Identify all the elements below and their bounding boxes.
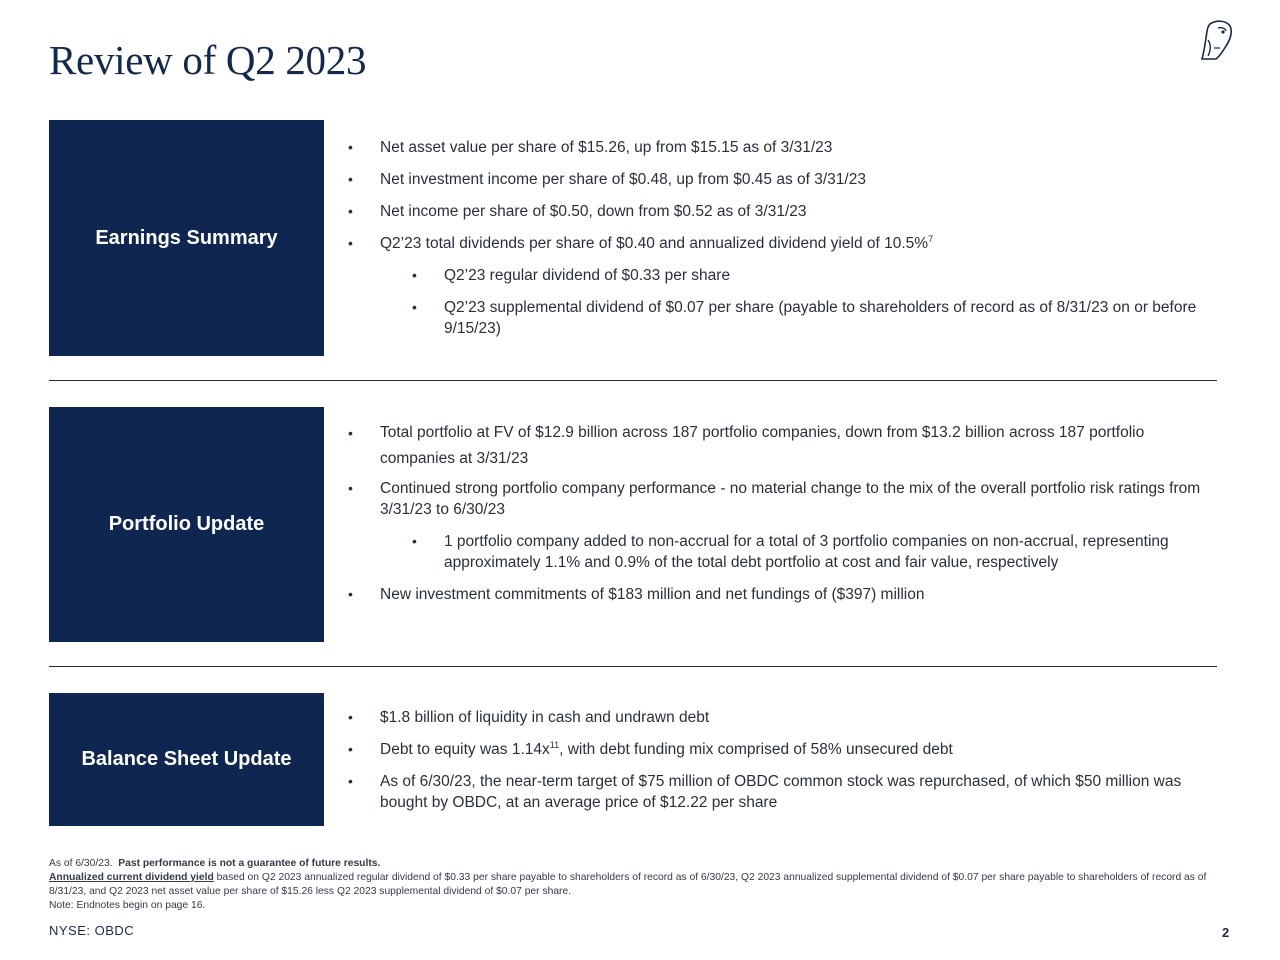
page-number: 2 [1222, 925, 1230, 940]
section-label: Portfolio Update [108, 513, 265, 535]
footnote-disclaimer: Past performance is not a guarantee of f… [118, 858, 381, 869]
section-divider [49, 380, 1217, 381]
list-item: Net asset value per share of $15.26, up … [345, 137, 1215, 158]
list-item: Q2’23 regular dividend of $0.33 per shar… [345, 265, 1215, 286]
earnings-summary-label: Earnings Summary [49, 120, 324, 356]
footnote: As of 6/30/23. Past performance is not a… [49, 857, 1239, 913]
footnote-endnotes: Note: Endnotes begin on page 16. [49, 900, 206, 911]
list-item: Net income per share of $0.50, down from… [345, 201, 1215, 222]
balance-sheet-update-label: Balance Sheet Update [49, 693, 324, 826]
list-item: Debt to equity was 1.14x11, with debt fu… [345, 739, 1215, 760]
list-item: As of 6/30/23, the near-term target of $… [345, 771, 1215, 813]
endnote-ref: 11 [549, 740, 560, 750]
page-title: Review of Q2 2023 [49, 37, 367, 83]
section-label: Balance Sheet Update [81, 748, 292, 770]
earnings-summary-list: Net asset value per share of $15.26, up … [345, 137, 1215, 350]
list-item: 1 portfolio company added to non-accrual… [345, 531, 1215, 573]
footnote-yield-term: Annualized current dividend yield [49, 872, 214, 883]
balance-sheet-update-list: $1.8 billion of liquidity in cash and un… [345, 707, 1215, 824]
portfolio-update-label: Portfolio Update [49, 407, 324, 642]
footnote-as-of: As of 6/30/23. [49, 858, 113, 869]
portfolio-update-list: Total portfolio at FV of $12.9 billion a… [345, 420, 1215, 616]
ticker-symbol: NYSE: OBDC [49, 923, 135, 938]
list-item: New investment commitments of $183 milli… [345, 584, 1215, 605]
list-item: $1.8 billion of liquidity in cash and un… [345, 707, 1215, 728]
section-divider [49, 666, 1217, 667]
list-item: Total portfolio at FV of $12.9 billion a… [345, 420, 1215, 472]
owl-icon [1200, 20, 1233, 60]
endnote-ref: 7 [928, 234, 934, 244]
footnote-yield-text: based on Q2 2023 annualized regular divi… [49, 872, 1207, 897]
section-label: Earnings Summary [95, 226, 278, 249]
list-item: Q2’23 supplemental dividend of $0.07 per… [345, 297, 1215, 339]
list-item: Net investment income per share of $0.48… [345, 169, 1215, 190]
list-item: Continued strong portfolio company perfo… [345, 478, 1215, 520]
list-item: Q2’23 total dividends per share of $0.40… [345, 233, 1215, 254]
